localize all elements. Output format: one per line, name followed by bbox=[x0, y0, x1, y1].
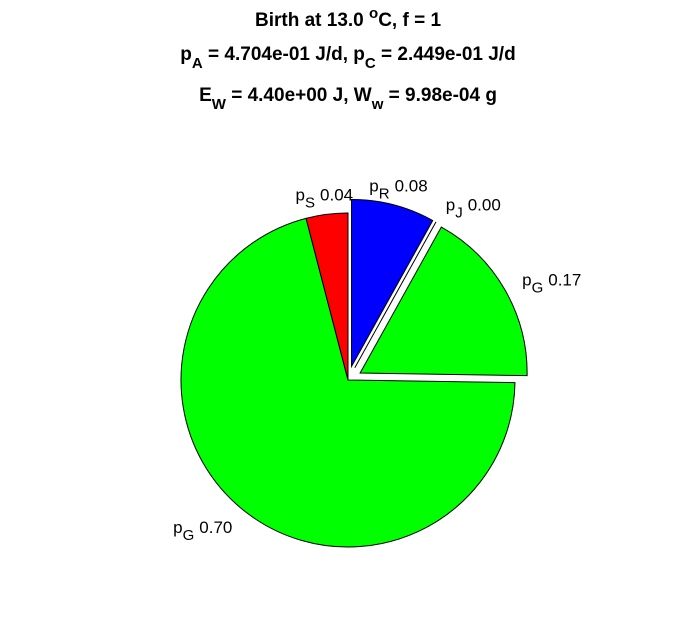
slice-label: pG 0.17 bbox=[522, 270, 581, 296]
slice-label-name: p bbox=[369, 176, 378, 195]
title-script: o bbox=[369, 5, 378, 22]
title-text: = 9.98e-04 g bbox=[383, 85, 497, 106]
title-text: E bbox=[199, 85, 212, 106]
pie-slice bbox=[359, 226, 528, 377]
slice-label-name: p bbox=[296, 185, 305, 204]
slice-label: pR 0.08 bbox=[369, 176, 427, 202]
slice-label: pS 0.04 bbox=[296, 185, 354, 211]
title-line: EW = 4.40e+00 J, Ww = 9.98e-04 g bbox=[199, 85, 497, 113]
title-script: C bbox=[365, 55, 376, 72]
title-text: p bbox=[180, 44, 192, 65]
title-line: pA = 4.704e-01 J/d, pC = 2.449e-01 J/d bbox=[180, 44, 515, 72]
slice-label-value: 0.04 bbox=[320, 185, 353, 204]
slice-label-sub: R bbox=[379, 185, 390, 202]
title-script: W bbox=[212, 96, 227, 113]
title-text: = 4.40e+00 J, W bbox=[226, 85, 372, 106]
slice-label: pG 0.70 bbox=[173, 518, 232, 544]
pie-slice bbox=[180, 217, 516, 548]
title-text: Birth at 13.0 bbox=[255, 10, 369, 31]
pie-slice bbox=[305, 212, 349, 381]
title-text: = 2.449e-01 J/d bbox=[376, 44, 516, 65]
title-script: w bbox=[371, 96, 384, 113]
slice-label-sub: G bbox=[183, 527, 195, 544]
slice-label-value: 0.08 bbox=[395, 176, 428, 195]
slice-label: pJ 0.00 bbox=[446, 195, 501, 221]
slice-label-sub: J bbox=[455, 204, 463, 221]
slice-label-value: 0.70 bbox=[199, 518, 232, 537]
title-script: A bbox=[192, 55, 203, 72]
title-text: C, f = 1 bbox=[378, 10, 441, 31]
slice-label-value: 0.17 bbox=[548, 270, 581, 289]
pie-slice bbox=[351, 198, 434, 369]
slice-label-sub: S bbox=[305, 194, 315, 211]
slice-label-name: p bbox=[446, 195, 455, 214]
title-line: Birth at 13.0 oC, f = 1 bbox=[255, 5, 441, 31]
slice-label-name: p bbox=[173, 518, 182, 537]
title-text: = 4.704e-01 J/d, p bbox=[203, 44, 365, 65]
slice-label-sub: G bbox=[532, 279, 544, 296]
slice-label-value: 0.00 bbox=[468, 195, 501, 214]
slice-label-name: p bbox=[522, 270, 531, 289]
